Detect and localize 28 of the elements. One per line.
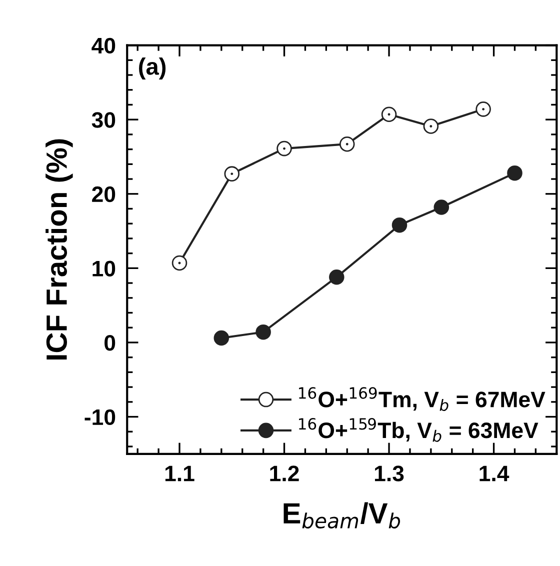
y-tick-label: 30 xyxy=(92,112,116,128)
legend-label: $^{16}$O+$^{159}$Tb, V$_{b}$ = 63MeV xyxy=(299,418,538,442)
y-axis-title: ICF Fraction (%) xyxy=(46,139,73,360)
point xyxy=(381,106,397,122)
point xyxy=(423,118,439,134)
x-axis-title: E$_{beam}$/V$_{b}$ xyxy=(284,502,400,528)
x-tick-label: 1.2 xyxy=(270,466,299,482)
point xyxy=(172,255,188,271)
y-tick-label: 10 xyxy=(92,260,116,276)
x-tick-label: 1.1 xyxy=(165,466,194,482)
point xyxy=(256,324,271,340)
y-tick-label: 20 xyxy=(92,186,116,202)
point xyxy=(507,165,522,181)
x-tick-label: 1.4 xyxy=(480,466,510,482)
legend-label: $^{16}$O+$^{169}$Tm, V$_{b}$ = 67MeV xyxy=(299,387,546,412)
y-tick-label: -10 xyxy=(84,409,116,426)
y-tick-label: 0 xyxy=(104,335,116,351)
point xyxy=(476,102,491,117)
point xyxy=(339,136,355,152)
y-tick-label: 40 xyxy=(92,38,116,54)
point xyxy=(214,330,230,346)
x-tick-label: 1.3 xyxy=(374,466,404,482)
point xyxy=(276,140,292,156)
point xyxy=(434,200,450,215)
point xyxy=(392,217,408,233)
annotation: (a) xyxy=(139,58,166,80)
point xyxy=(329,269,344,285)
point xyxy=(224,166,240,182)
